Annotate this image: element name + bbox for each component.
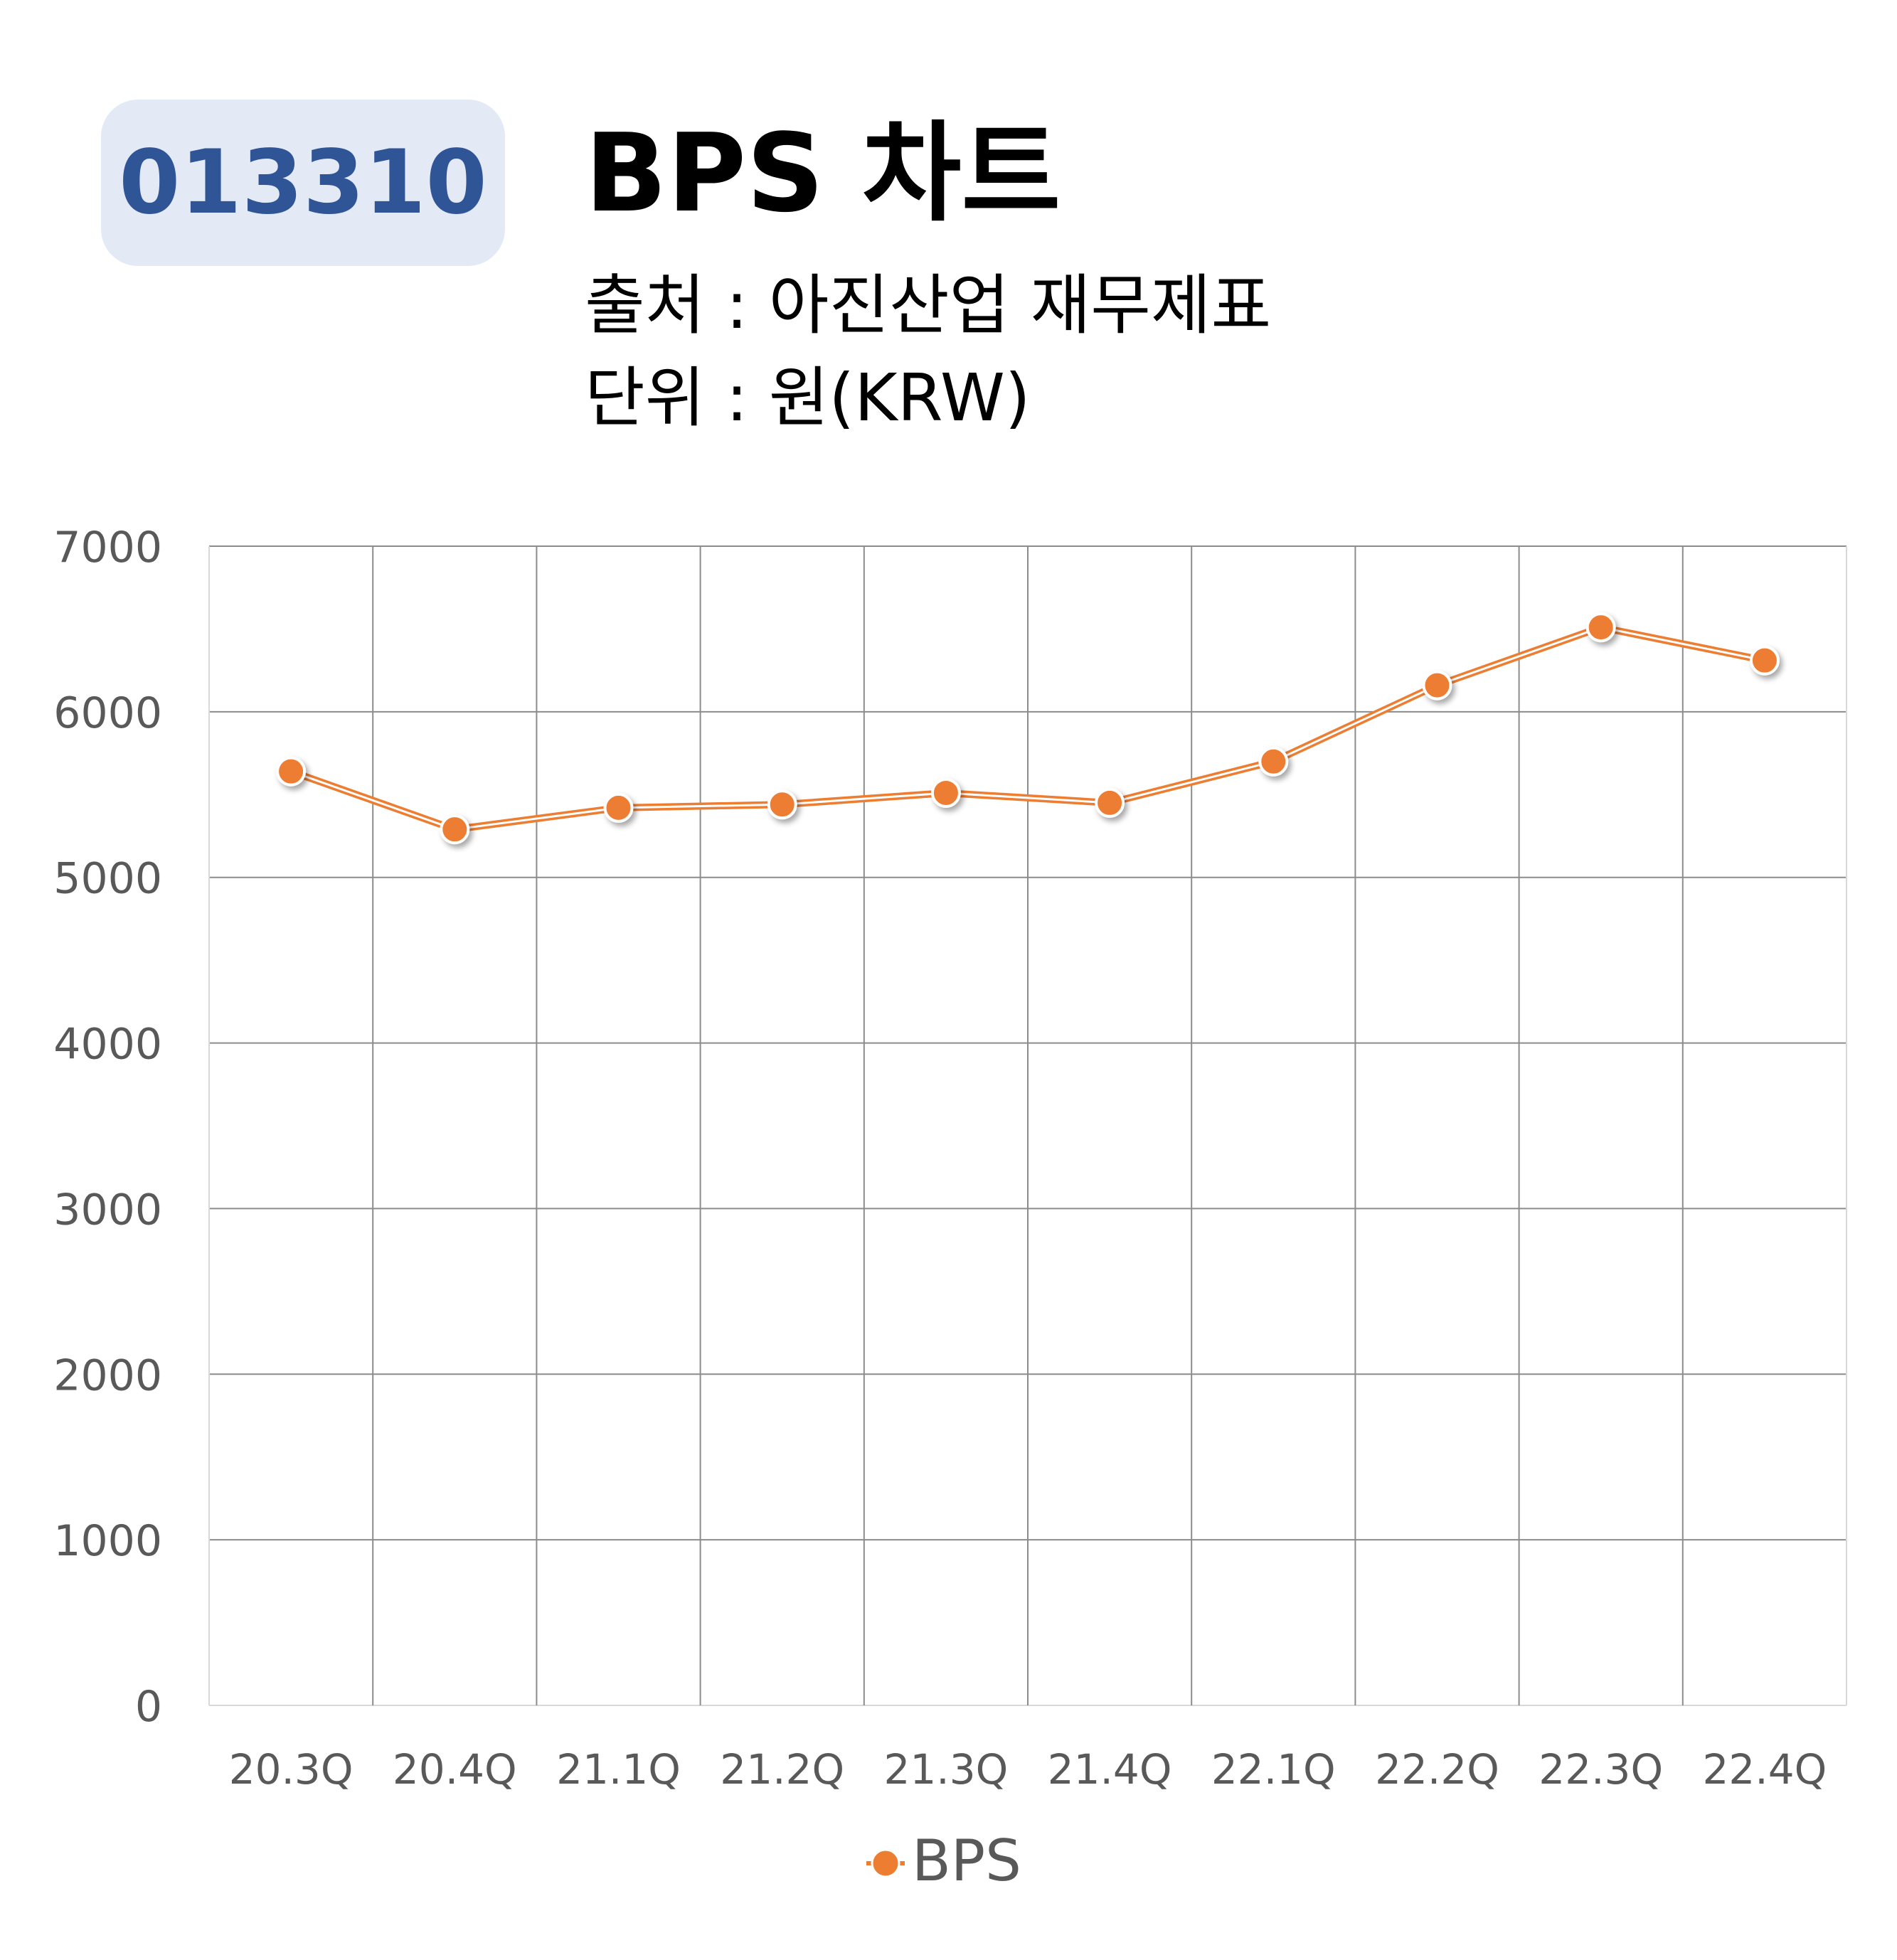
bps-series xyxy=(276,612,1780,845)
bps-data-point xyxy=(1749,645,1780,676)
chart-gridlines xyxy=(208,545,1847,1706)
y-axis-ticks: 0 1000 2000 3000 4000 5000 6000 7000 xyxy=(53,523,162,1732)
bps-data-point xyxy=(930,777,961,808)
x-tick-label: 21.1Q xyxy=(556,1745,681,1794)
bps-data-point xyxy=(603,792,634,823)
y-tick-label: 1000 xyxy=(53,1516,162,1566)
stock-code-badge: 013310 xyxy=(101,100,505,266)
legend-label: BPS xyxy=(912,1828,1021,1894)
y-tick-label: 4000 xyxy=(53,1020,162,1070)
x-tick-label: 21.4Q xyxy=(1048,1745,1172,1794)
y-tick-label: 5000 xyxy=(53,854,162,904)
y-tick-label: 2000 xyxy=(53,1351,162,1400)
legend-dot-marker xyxy=(871,1848,900,1878)
x-tick-label: 21.2Q xyxy=(720,1745,844,1794)
bps-series-line-inner xyxy=(290,626,1765,831)
x-tick-label: 22.2Q xyxy=(1375,1745,1499,1794)
x-tick-label: 22.1Q xyxy=(1211,1745,1336,1794)
bps-data-point xyxy=(1258,746,1289,777)
x-tick-label: 20.4Q xyxy=(393,1745,517,1794)
chart-legend: BPS xyxy=(866,1828,1021,1894)
x-axis-ticks: 20.3Q 20.4Q 21.1Q 21.2Q 21.3Q 21.4Q 22.1Q 22.2Q… xyxy=(229,1745,1827,1794)
y-tick-label: 3000 xyxy=(53,1185,162,1235)
y-tick-label: 6000 xyxy=(53,688,162,738)
x-tick-label: 22.4Q xyxy=(1703,1745,1827,1794)
bps-data-point xyxy=(1422,670,1452,701)
x-tick-label: 20.3Q xyxy=(229,1745,354,1794)
x-tick-label: 22.3Q xyxy=(1539,1745,1663,1794)
x-tick-label: 21.3Q xyxy=(884,1745,1009,1794)
source-label: 출처 : 아진산업 재무제표 xyxy=(585,267,1272,343)
chart-title: BPS 차트 xyxy=(585,110,1061,236)
bps-data-point xyxy=(1095,787,1125,818)
unit-label: 단위 : 원(KRW) xyxy=(585,360,1031,436)
y-tick-label: 7000 xyxy=(53,523,162,572)
bps-data-point xyxy=(767,789,797,820)
y-tick-label: 0 xyxy=(135,1682,162,1732)
bps-data-point xyxy=(1585,612,1616,643)
bps-data-point xyxy=(276,756,307,787)
bps-data-point xyxy=(440,814,470,845)
